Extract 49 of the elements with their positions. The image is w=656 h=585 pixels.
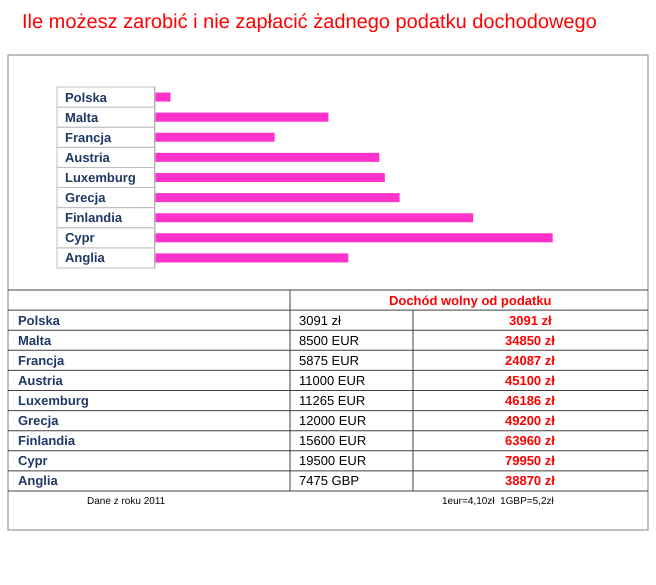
text: 1eur=4,10zł 1GBP=5,2zł: [442, 496, 555, 507]
text: 45100 zł: [505, 373, 556, 388]
text: 24087 zł: [505, 353, 556, 368]
bar: [155, 172, 385, 182]
y-tick-label: Finlandia: [65, 210, 123, 225]
text: 38870 zł: [505, 473, 556, 488]
text: 5875 EUR: [299, 353, 359, 368]
text: 15600 EUR: [299, 433, 366, 448]
chart-title: Ile możesz zarobić i nie zapłacić żadnego podatku dochodowego: [22, 11, 597, 33]
y-tick-label: Francja: [65, 130, 112, 145]
text: 34850 zł: [505, 333, 556, 348]
y-tick-label: Austria: [65, 150, 111, 165]
text: 3091 zł: [509, 313, 552, 328]
text: Dochód wolny od podatku: [389, 293, 552, 308]
text: 8500 EUR: [299, 333, 359, 348]
text: 19500 EUR: [299, 453, 366, 468]
text: 49200 zł: [505, 413, 556, 428]
bar: [155, 112, 328, 122]
bar: [155, 92, 171, 102]
category-label: Malta: [18, 333, 52, 348]
category-label: Francja: [18, 353, 66, 368]
category-label: Grecja: [18, 413, 60, 428]
text: 63960 zł: [505, 433, 556, 448]
category-label: Luxemburg: [18, 393, 89, 408]
text: 3091 zł: [299, 313, 342, 328]
bar: [155, 213, 474, 222]
text: 12000 EUR: [299, 413, 366, 428]
y-tick-label: Luxemburg: [65, 170, 136, 185]
category-label: Polska: [18, 313, 61, 328]
y-tick-label: Grecja: [65, 190, 106, 205]
bar: [155, 193, 400, 202]
category-label: Cypr: [18, 453, 48, 468]
bar: [155, 152, 380, 162]
category-label: Anglia: [18, 473, 58, 488]
bar: [155, 233, 553, 242]
text: 46186 zł: [505, 393, 556, 408]
text: 79950 zł: [505, 453, 556, 468]
text: 11000 EUR: [299, 373, 366, 388]
bar: [155, 132, 275, 142]
category-label: Austria: [18, 373, 64, 388]
text: 7475 GBP: [299, 473, 359, 488]
text: Dane z roku 2011: [87, 496, 166, 507]
y-tick-label: Cypr: [65, 230, 95, 245]
y-tick-label: Polska: [65, 90, 108, 105]
text: 11265 EUR: [299, 393, 366, 408]
y-tick-label: Anglia: [65, 250, 106, 265]
y-tick-label: Malta: [65, 110, 99, 125]
category-label: Finlandia: [18, 433, 76, 448]
bar: [155, 253, 348, 262]
